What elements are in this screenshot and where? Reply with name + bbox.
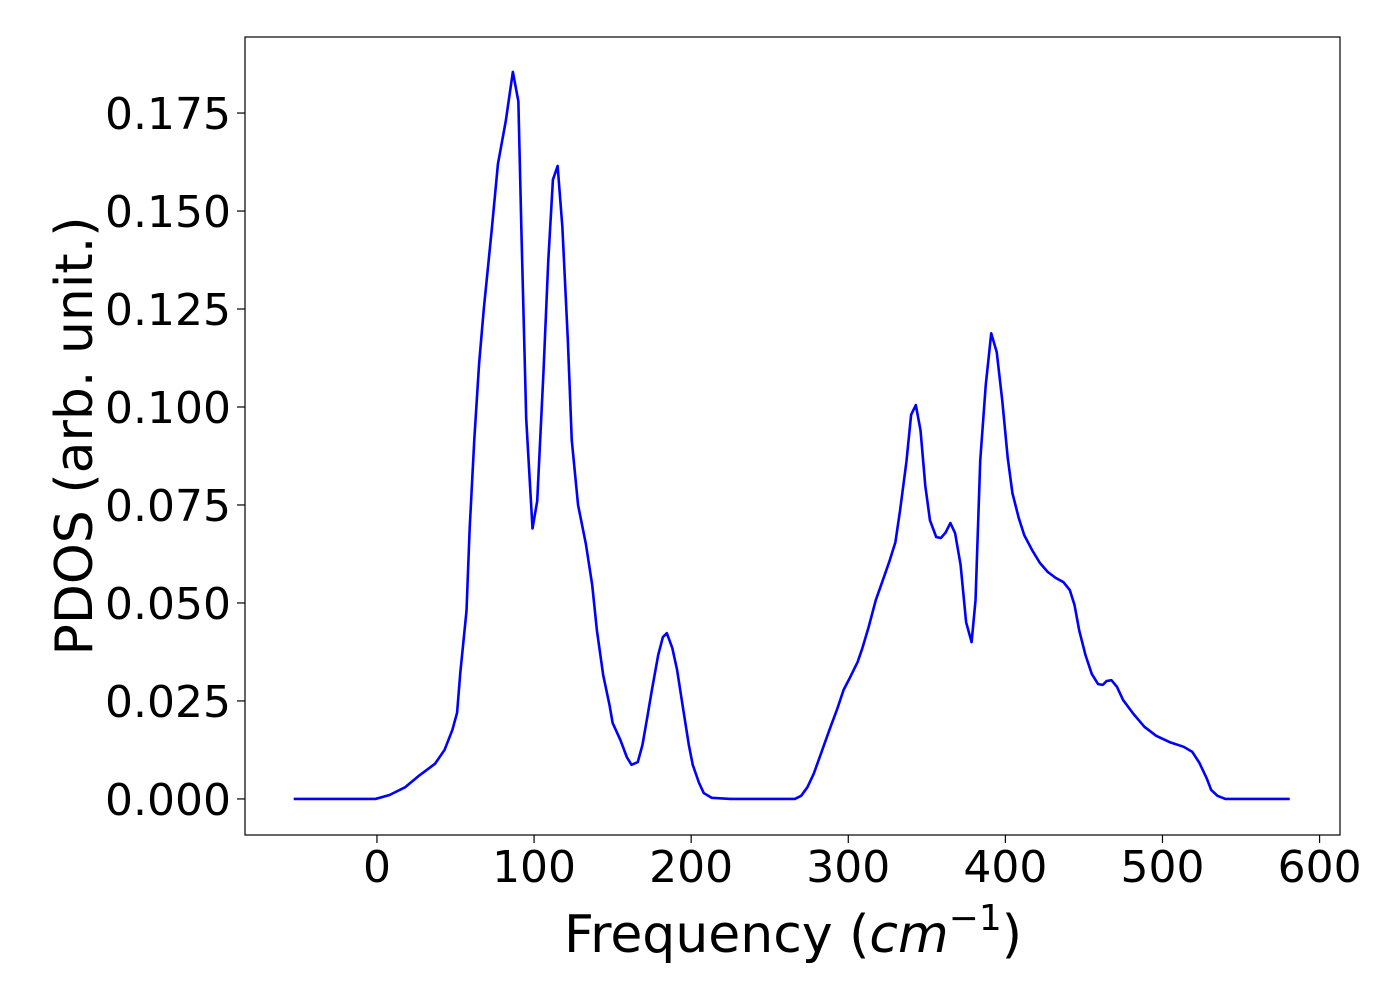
x-label-text: Frequency ( (564, 905, 869, 965)
x-tick-label: 0 (363, 842, 391, 893)
plot-frame (244, 36, 1341, 836)
x-tick-label: 300 (806, 842, 890, 893)
y-tick-label: 0.025 (105, 677, 231, 728)
x-axis-label: Frequency (cm−1) (564, 898, 1022, 965)
x-label-end: ) (1002, 905, 1022, 965)
pdos-line (293, 70, 1290, 801)
y-tick-label: 0.175 (105, 89, 231, 140)
y-tick-label: 0.100 (105, 383, 231, 434)
y-tick-label: 0.000 (105, 775, 231, 826)
x-label-unit: cm (869, 905, 948, 965)
y-tick-label: 0.150 (105, 187, 231, 238)
x-tick-label: 500 (1120, 842, 1204, 893)
y-tick-label: 0.075 (105, 481, 231, 532)
x-tick-label: 400 (963, 842, 1047, 893)
x-label-exponent: −1 (949, 898, 1002, 939)
y-axis-label: PDOS (arb. unit.) (45, 216, 105, 655)
y-tick-label: 0.050 (105, 579, 231, 630)
y-tick-label: 0.125 (105, 285, 231, 336)
x-tick-label: 200 (649, 842, 733, 893)
x-tick-label: 600 (1278, 842, 1362, 893)
x-tick-label: 100 (492, 842, 576, 893)
